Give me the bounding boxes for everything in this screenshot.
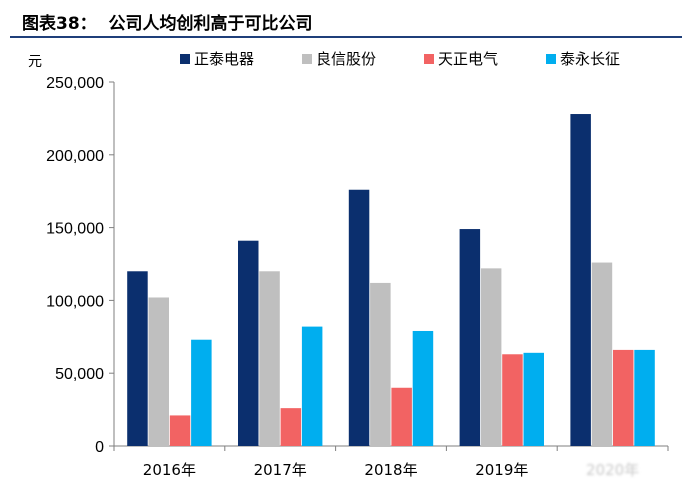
legend-label: 正泰电器 bbox=[194, 50, 254, 68]
y-axis-unit-label: 元 bbox=[28, 54, 42, 70]
bar bbox=[570, 114, 591, 447]
bars-group bbox=[127, 114, 655, 447]
legend-swatch bbox=[302, 54, 312, 64]
legend-swatch bbox=[180, 54, 190, 64]
bar bbox=[523, 352, 544, 446]
bar bbox=[370, 282, 391, 446]
x-category-label: 2019年 bbox=[475, 461, 528, 479]
legend-label: 良信股份 bbox=[316, 50, 376, 68]
y-tick-label: 150,000 bbox=[46, 221, 104, 238]
y-tick-label: 100,000 bbox=[46, 293, 104, 310]
y-tick-label: 250,000 bbox=[46, 75, 104, 92]
bar bbox=[613, 349, 634, 446]
title-bar: 图表38： 公司人均创利高于可比公司 bbox=[0, 0, 688, 40]
bar bbox=[412, 330, 434, 446]
y-tick-label: 200,000 bbox=[46, 148, 104, 165]
legend-swatch bbox=[546, 54, 556, 64]
bar bbox=[259, 271, 280, 446]
y-axis: 0 50,000 100,000 150,000 200,000 250,000 bbox=[46, 75, 115, 456]
bar bbox=[280, 408, 302, 446]
x-category-label: 2017年 bbox=[254, 461, 307, 479]
title-divider bbox=[10, 36, 682, 38]
legend-label: 天正电气 bbox=[438, 50, 498, 68]
bar bbox=[127, 271, 148, 446]
bar bbox=[391, 387, 412, 446]
bar bbox=[591, 262, 613, 446]
bar bbox=[169, 415, 191, 446]
page-title: 图表38： 公司人均创利高于可比公司 bbox=[22, 14, 313, 34]
y-tick-label: 0 bbox=[95, 439, 104, 456]
x-axis: 2016年 2017年 2018年 2019年 2020年 bbox=[113, 445, 669, 479]
x-category-label: 2018年 bbox=[364, 461, 417, 479]
legend: 正泰电器 良信股份 天正电气 泰永长征 bbox=[180, 50, 620, 68]
bar bbox=[238, 240, 259, 446]
x-category-label: 2016年 bbox=[143, 461, 196, 479]
bar bbox=[148, 297, 169, 446]
bar bbox=[480, 268, 502, 446]
bar bbox=[634, 349, 655, 446]
legend-label: 泰永长征 bbox=[560, 50, 620, 68]
legend-swatch bbox=[424, 54, 434, 64]
y-tick-label: 50,000 bbox=[55, 366, 104, 383]
bar bbox=[191, 339, 212, 446]
bar bbox=[348, 189, 370, 446]
x-category-label: 2020年 bbox=[586, 461, 639, 479]
bar bbox=[502, 354, 523, 446]
bar bbox=[459, 229, 481, 446]
bar bbox=[301, 326, 323, 446]
